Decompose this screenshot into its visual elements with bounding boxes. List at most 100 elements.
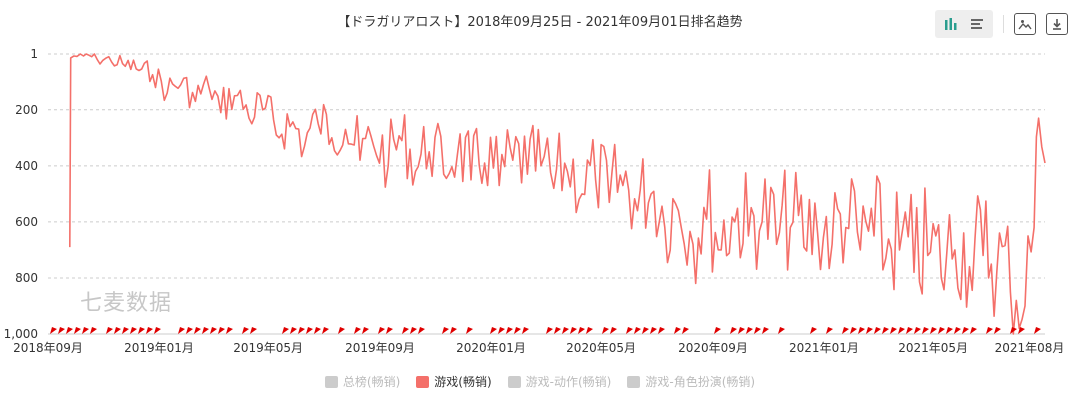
event-marker (906, 327, 913, 334)
x-tick-label: 2019年05月 (233, 341, 303, 355)
x-tick-label: 2021年01月 (789, 341, 859, 355)
event-marker (402, 327, 409, 334)
event-marker (762, 327, 769, 334)
legend-label: 游戏(畅销) (434, 375, 492, 389)
legend-swatch (324, 375, 338, 388)
event-marker (746, 327, 753, 334)
event-marker (738, 327, 745, 334)
event-marker (290, 327, 297, 334)
event-marker (850, 327, 857, 334)
toolbar-divider (1003, 15, 1004, 33)
x-tick-label: 2019年09月 (345, 341, 415, 355)
x-tick-label: 2020年01月 (456, 341, 526, 355)
event-marker (1018, 327, 1025, 334)
event-marker (930, 327, 937, 334)
event-marker (410, 327, 417, 334)
event-marker (202, 327, 209, 334)
legend-item[interactable]: 游戏(畅销) (416, 373, 492, 390)
event-marker (194, 327, 201, 334)
event-marker (642, 327, 649, 334)
watermark: 七麦数据 (80, 291, 173, 316)
x-tick-label: 2019年01月 (124, 341, 194, 355)
event-marker (50, 327, 57, 334)
event-marker (914, 327, 921, 334)
legend-label: 总榜(畅销) (342, 375, 401, 389)
event-marker (810, 327, 817, 334)
event-marker (322, 327, 329, 334)
event-marker (306, 327, 313, 334)
y-tick-label: 800 (15, 271, 38, 285)
event-marker (386, 327, 393, 334)
event-marker (586, 327, 593, 334)
legend: 总榜(畅销) 游戏(畅销) 游戏-动作(畅销) 游戏-角色扮演(畅销) (0, 373, 1080, 390)
legend-swatch (507, 375, 521, 388)
event-marker (842, 327, 849, 334)
event-marker (154, 327, 161, 334)
event-marker (114, 327, 121, 334)
event-marker (466, 327, 473, 334)
event-marker (962, 327, 969, 334)
event-marker (714, 327, 721, 334)
download-icon[interactable] (1046, 13, 1068, 35)
event-marker (1010, 327, 1017, 334)
list-icon[interactable] (966, 13, 988, 35)
event-marker (570, 327, 577, 334)
event-marker (282, 327, 289, 334)
bar-chart-icon[interactable] (940, 13, 962, 35)
event-marker (514, 327, 521, 334)
event-marker (970, 327, 977, 334)
view-toggle (935, 10, 993, 38)
legend-label: 游戏-动作(畅销) (525, 375, 612, 389)
event-marker (250, 327, 257, 334)
event-marker (498, 327, 505, 334)
event-marker (602, 327, 609, 334)
event-marker (562, 327, 569, 334)
event-marker (242, 327, 249, 334)
x-tick-label: 2018年09月 (13, 341, 83, 355)
event-marker (66, 327, 73, 334)
chart-title: 【ドラガリアロスト】2018年09月25日 - 2021年09月01日排名趋势 (337, 15, 743, 30)
event-marker (754, 327, 761, 334)
event-marker (826, 327, 833, 334)
event-marker (938, 327, 945, 334)
event-marker (442, 327, 449, 334)
legend-item[interactable]: 游戏-动作(畅销) (507, 373, 612, 390)
event-marker (506, 327, 513, 334)
event-marker (866, 327, 873, 334)
event-marker (218, 327, 225, 334)
legend-item[interactable]: 游戏-角色扮演(畅销) (627, 373, 755, 390)
y-tick-label: 1 (30, 47, 38, 61)
event-marker (138, 327, 145, 334)
legend-swatch (627, 375, 641, 388)
event-marker (490, 327, 497, 334)
event-marker (674, 327, 681, 334)
event-marker (922, 327, 929, 334)
event-marker (338, 327, 345, 334)
event-marker (946, 327, 953, 334)
event-marker (898, 327, 905, 334)
legend-swatch (416, 375, 430, 388)
event-marker (522, 327, 529, 334)
event-marker (882, 327, 889, 334)
x-tick-label: 2021年05月 (898, 341, 968, 355)
event-marker (994, 327, 1001, 334)
legend-item[interactable]: 总榜(畅销) (324, 373, 401, 390)
image-icon[interactable] (1014, 13, 1036, 35)
event-marker (610, 327, 617, 334)
event-marker (986, 327, 993, 334)
event-marker (58, 327, 65, 334)
y-tick-label: 600 (15, 215, 38, 229)
event-marker (634, 327, 641, 334)
event-marker (378, 327, 385, 334)
legend-label: 游戏-角色扮演(畅销) (645, 375, 756, 389)
event-marker (658, 327, 665, 334)
event-marker (298, 327, 305, 334)
event-marker (106, 327, 113, 334)
event-marker (90, 327, 97, 334)
event-marker (354, 327, 361, 334)
event-marker (74, 327, 81, 334)
event-marker (362, 327, 369, 334)
event-marker (890, 327, 897, 334)
